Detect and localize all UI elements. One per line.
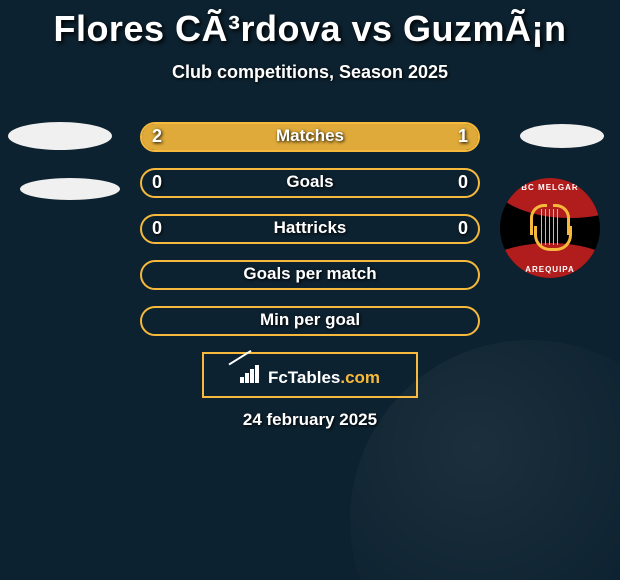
stat-bar-track	[140, 168, 480, 198]
brand-name: FcTables	[268, 368, 340, 387]
comparison-card: Flores CÃ³rdova vs GuzmÃ¡n Club competit…	[0, 0, 620, 580]
stat-row: Hattricks00	[0, 214, 620, 260]
stat-rows: Matches21Goals00Hattricks00Goals per mat…	[0, 122, 620, 352]
stat-bar-track	[140, 214, 480, 244]
stat-bar-fill-right	[367, 124, 478, 150]
stat-bar-track	[140, 122, 480, 152]
stat-bar-fill-left	[142, 124, 367, 150]
stat-bar-track	[140, 260, 480, 290]
stat-row: Min per goal	[0, 306, 620, 352]
stat-row: Matches21	[0, 122, 620, 168]
bar-chart-trend-icon	[240, 363, 262, 383]
brand-box: FcTables.com	[202, 352, 418, 398]
date-text: 24 february 2025	[0, 410, 620, 430]
stat-row: Goals00	[0, 168, 620, 214]
stat-row: Goals per match	[0, 260, 620, 306]
brand-suffix: .com	[340, 368, 380, 387]
page-title: Flores CÃ³rdova vs GuzmÃ¡n	[0, 0, 620, 50]
subtitle: Club competitions, Season 2025	[0, 62, 620, 83]
stat-bar-track	[140, 306, 480, 336]
brand-text: FcTables.com	[268, 368, 380, 388]
